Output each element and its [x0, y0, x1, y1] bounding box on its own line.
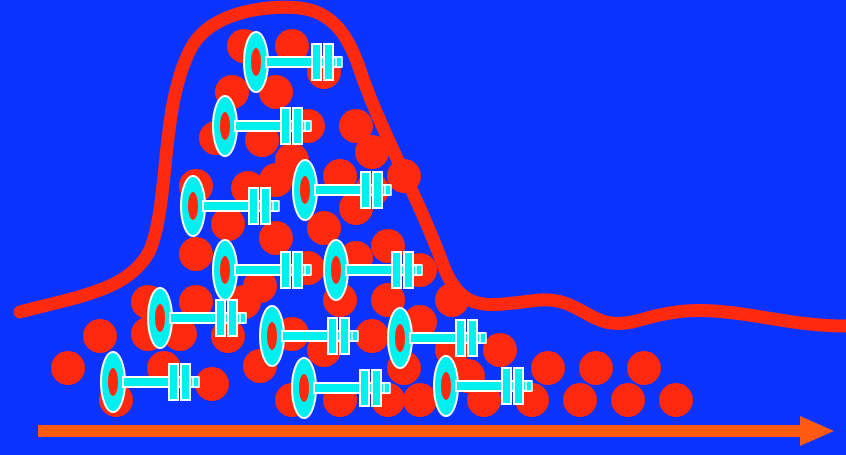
peak-curve: [13, 0, 846, 333]
red-dot: [339, 109, 373, 143]
red-dot: [627, 351, 661, 385]
arrow-right: [38, 416, 834, 446]
red-dot: [579, 351, 613, 385]
red-dot: [659, 383, 693, 417]
red-dot: [179, 237, 213, 271]
red-dot: [195, 367, 229, 401]
red-dot: [355, 135, 389, 169]
red-dot: [51, 351, 85, 385]
red-dot: [611, 383, 645, 417]
red-dot: [355, 319, 389, 353]
red-dot: [259, 75, 293, 109]
red-dot: [259, 221, 293, 255]
red-dot: [483, 333, 517, 367]
red-dot: [83, 319, 117, 353]
red-dot: [531, 351, 565, 385]
red-dot: [563, 383, 597, 417]
red-dot: [275, 29, 309, 63]
red-dot: [211, 207, 245, 241]
red-dot: [307, 211, 341, 245]
red-dot: [403, 383, 437, 417]
red-dot: [179, 285, 213, 319]
